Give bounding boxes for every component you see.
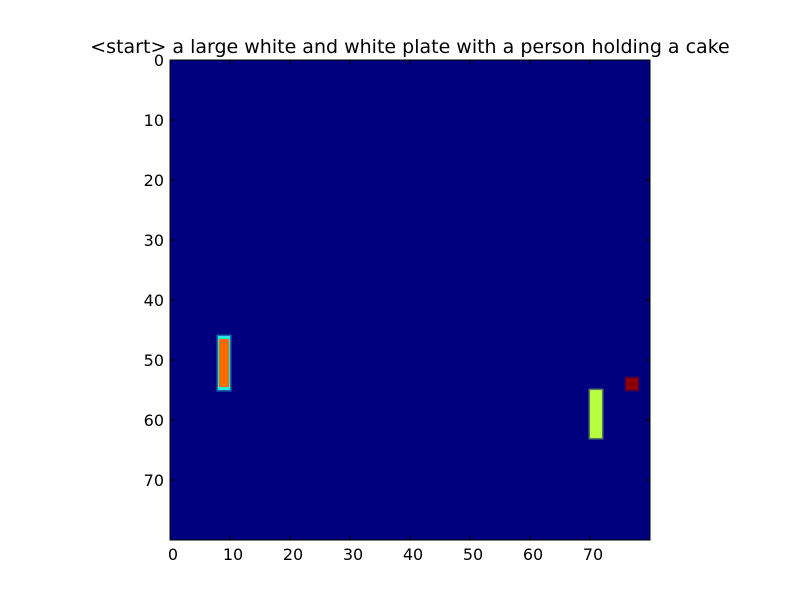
- x-tick-label: 50: [463, 545, 483, 564]
- heatmap-cell-core: [219, 339, 229, 387]
- heatmap-cell-core: [626, 378, 638, 390]
- chart-title: <start> a large white and white plate wi…: [90, 36, 729, 58]
- y-tick-label: 0: [154, 51, 164, 70]
- y-axis-ticks: 0 10 20 30 40 50 60 70: [144, 51, 650, 490]
- x-axis-ticks: 0 10 20 30 40 50 60 70: [168, 60, 603, 564]
- y-tick-label: 40: [144, 291, 164, 310]
- x-tick-label: 30: [343, 545, 363, 564]
- heatmap-regions: [216, 334, 640, 440]
- heatmap-cell-core: [590, 390, 602, 438]
- heatmap-background: [170, 60, 650, 540]
- x-tick-label: 10: [223, 545, 243, 564]
- y-tick-label: 20: [144, 171, 164, 190]
- heatmap-cell-1: [588, 388, 604, 440]
- y-tick-label: 30: [144, 231, 164, 250]
- y-tick-label: 50: [144, 351, 164, 370]
- heatmap-cell-2: [624, 376, 640, 392]
- x-tick-label: 40: [403, 545, 423, 564]
- x-tick-label: 0: [168, 545, 178, 564]
- x-tick-label: 70: [583, 545, 603, 564]
- y-tick-label: 70: [144, 471, 164, 490]
- y-tick-label: 60: [144, 411, 164, 430]
- y-tick-label: 10: [144, 111, 164, 130]
- x-tick-label: 60: [523, 545, 543, 564]
- heatmap-cell-0: [216, 334, 232, 392]
- x-tick-label: 20: [283, 545, 303, 564]
